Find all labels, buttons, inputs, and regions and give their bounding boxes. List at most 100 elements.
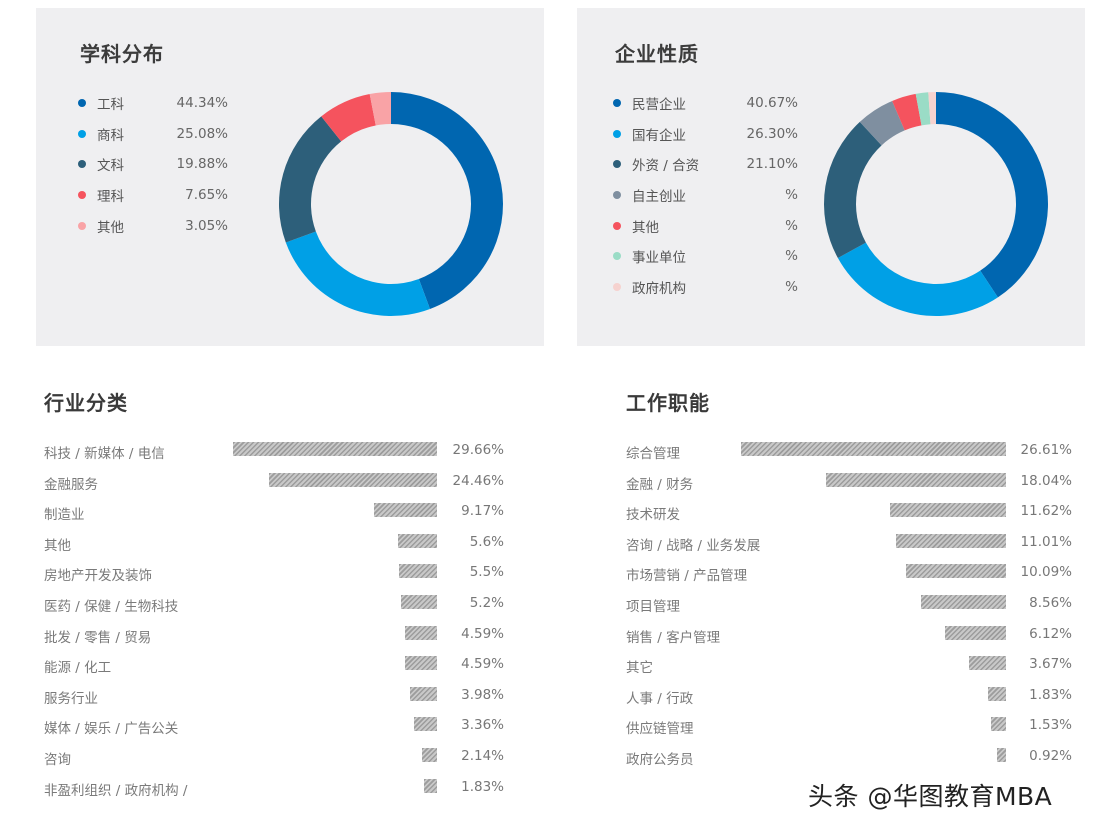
- bar-row: 能源 / 化工 4.59%: [44, 650, 504, 681]
- bar-label: 批发 / 零售 / 贸易: [44, 629, 152, 646]
- bar-label: 制造业: [44, 507, 85, 524]
- legend-label: 商科: [97, 127, 124, 144]
- bar-label: 能源 / 化工: [44, 660, 112, 677]
- bar-fill: [945, 625, 1006, 640]
- bar-value: 24.46%: [452, 472, 504, 489]
- bar-value: 3.67%: [1029, 656, 1072, 673]
- donut-slice: [279, 116, 342, 243]
- bar-value: 4.59%: [461, 656, 504, 673]
- legend-item: 民营企业 40.67%: [613, 88, 798, 119]
- donut-slice: [824, 121, 882, 259]
- legend-item: 其他 3.05%: [78, 210, 228, 241]
- legend-value: %: [785, 278, 798, 295]
- bar-row: 供应链管理 1.53%: [626, 711, 1072, 742]
- legend-value: 21.10%: [746, 156, 798, 173]
- legend-label: 民营企业: [632, 97, 686, 114]
- bar-label: 科技 / 新媒体 / 电信: [44, 446, 165, 462]
- bar-row: 金融 / 财务 18.04%: [626, 467, 1072, 498]
- bar-value: 10.09%: [1020, 564, 1072, 581]
- donut-slice: [928, 92, 936, 125]
- bar-row: 市场营销 / 产品管理 10.09%: [626, 558, 1072, 589]
- legend-label: 理科: [97, 189, 124, 206]
- legend-dot-icon: [78, 221, 86, 230]
- bar-fill: [232, 442, 437, 456]
- bar-label: 综合管理: [626, 446, 680, 462]
- legend-value: 3.05%: [185, 217, 228, 234]
- bar-label: 人事 / 行政: [626, 690, 694, 707]
- bar-row: 制造业 9.17%: [44, 497, 504, 528]
- bar-row: 其他 5.6%: [44, 528, 504, 559]
- legend-dot-icon: [613, 191, 621, 200]
- legend-value: %: [785, 187, 798, 204]
- legend-dot-icon: [78, 160, 86, 169]
- company-legend: 民营企业 40.67% 国有企业 26.30% 外资 / 合资 21.10% 自主创业…: [613, 88, 798, 302]
- bar-fill: [409, 686, 437, 701]
- legend-item: 事业单位%: [613, 241, 798, 272]
- bar-label: 咨询: [44, 751, 71, 768]
- bar-row: 技术研发 11.62%: [626, 497, 1072, 528]
- donut-slice: [369, 92, 391, 126]
- legend-dot-icon: [613, 129, 621, 138]
- bar-fill: [424, 778, 437, 793]
- bar-label: 项目管理: [626, 598, 680, 615]
- legend-item: 外资 / 合资 21.10%: [613, 149, 798, 180]
- legend-dot-icon: [613, 252, 621, 261]
- legend-label: 其他: [632, 219, 659, 236]
- bar-value: 9.17%: [461, 503, 504, 520]
- bar-label: 技术研发: [626, 507, 680, 524]
- industry-section-title: 行业分类: [44, 391, 128, 415]
- bar-value: 11.01%: [1020, 533, 1072, 550]
- bar-label: 其他: [44, 537, 71, 554]
- legend-value: 44.34%: [176, 95, 228, 112]
- bar-value: 29.66%: [452, 442, 504, 458]
- bar-label: 销售 / 客户管理: [626, 629, 721, 646]
- bar-row: 销售 / 客户管理 6.12%: [626, 620, 1072, 651]
- company-donut-chart: [824, 92, 1048, 316]
- bar-label: 金融服务: [44, 476, 98, 493]
- bar-value: 5.2%: [469, 594, 504, 611]
- bar-value: 8.56%: [1029, 594, 1072, 611]
- bar-value: 4.59%: [461, 625, 504, 642]
- bar-label: 政府公务员: [626, 751, 694, 768]
- legend-label: 外资 / 合资: [632, 158, 700, 175]
- bar-row: 项目管理 8.56%: [626, 589, 1072, 620]
- legend-value: 40.67%: [746, 95, 798, 112]
- legend-dot-icon: [613, 160, 621, 169]
- legend-value: %: [785, 248, 798, 265]
- legend-item: 商科 25.08%: [78, 119, 228, 150]
- legend-label: 事业单位: [632, 250, 686, 267]
- bar-value: 2.14%: [461, 747, 504, 764]
- legend-dot-icon: [613, 99, 621, 108]
- legend-item: 自主创业%: [613, 180, 798, 211]
- bar-fill: [969, 656, 1006, 671]
- bar-row: 批发 / 零售 / 贸易 4.59%: [44, 620, 504, 651]
- bar-label: 非盈利组织 / 政府机构 /: [44, 782, 188, 799]
- bar-row: 医药 / 保健 / 生物科技 5.2%: [44, 589, 504, 620]
- bar-row: 咨询 2.14%: [44, 742, 504, 773]
- bar-fill: [373, 503, 437, 518]
- bar-value: 26.61%: [1020, 442, 1072, 458]
- legend-value: %: [785, 217, 798, 234]
- bar-fill: [990, 717, 1006, 732]
- bar-row: 其它 3.67%: [626, 650, 1072, 681]
- bar-row: 非盈利组织 / 政府机构 / 1.83%: [44, 773, 504, 804]
- bar-row: 咨询 / 战略 / 业务发展 11.01%: [626, 528, 1072, 559]
- bar-fill: [920, 594, 1006, 609]
- legend-label: 国有企业: [632, 127, 686, 144]
- bar-label: 房地产开发及装饰: [44, 568, 152, 585]
- bar-value: 1.83%: [1029, 686, 1072, 703]
- panel-title: 学科分布: [80, 42, 164, 66]
- bar-label: 医药 / 保健 / 生物科技: [44, 598, 179, 615]
- bar-fill: [896, 533, 1006, 548]
- legend-value: 7.65%: [185, 187, 228, 204]
- bar-row: 综合管理 26.61%: [626, 436, 1072, 467]
- legend-item: 其他%: [613, 210, 798, 241]
- donut-slice: [285, 231, 430, 316]
- subject-distribution-panel: 学科分布 工科 44.34% 商科 25.08% 文科 19.88% 理科 7.65% …: [36, 8, 544, 346]
- bar-row: 政府公务员 0.92%: [626, 742, 1072, 773]
- bar-label: 供应链管理: [626, 721, 694, 738]
- bar-fill: [987, 686, 1006, 701]
- legend-value: 25.08%: [176, 125, 228, 142]
- donut-slice: [391, 92, 503, 309]
- watermark-text: 头条 @华图教育MBA: [808, 782, 1053, 811]
